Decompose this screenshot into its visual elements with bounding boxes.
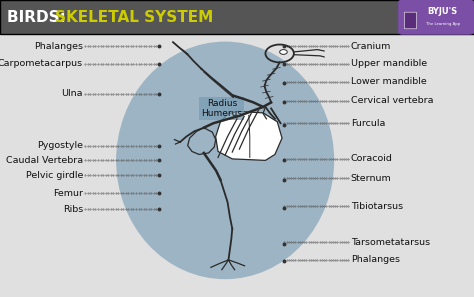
Text: Radius
Humerus: Radius Humerus — [201, 99, 242, 118]
Text: Ulna: Ulna — [62, 89, 83, 98]
Text: The Learning App: The Learning App — [426, 22, 460, 26]
Text: Phalanges: Phalanges — [34, 42, 83, 50]
Text: Caudal Vertebra: Caudal Vertebra — [6, 156, 83, 165]
Text: Femur: Femur — [53, 189, 83, 198]
Text: SKELETAL SYSTEM: SKELETAL SYSTEM — [55, 10, 213, 25]
Text: Cervical vertebra: Cervical vertebra — [351, 97, 433, 105]
Text: Carpometacarpus: Carpometacarpus — [0, 59, 83, 68]
Text: Tarsometatarsus: Tarsometatarsus — [351, 238, 430, 247]
Text: Sternum: Sternum — [351, 174, 392, 183]
FancyBboxPatch shape — [0, 0, 474, 34]
Text: Pelvic girdle: Pelvic girdle — [26, 171, 83, 180]
Text: Coracoid: Coracoid — [351, 154, 392, 163]
Text: Pygostyle: Pygostyle — [37, 141, 83, 150]
Text: BIRDS:: BIRDS: — [7, 10, 71, 25]
Text: Phalanges: Phalanges — [351, 255, 400, 264]
Text: Furcula: Furcula — [351, 119, 385, 128]
Text: BYJU'S: BYJU'S — [428, 7, 458, 16]
Text: Cranium: Cranium — [351, 42, 391, 50]
Circle shape — [280, 50, 287, 54]
Polygon shape — [216, 111, 282, 160]
FancyBboxPatch shape — [404, 12, 417, 29]
Text: Upper mandible: Upper mandible — [351, 59, 427, 68]
Ellipse shape — [116, 42, 334, 279]
FancyBboxPatch shape — [398, 0, 474, 35]
Text: Ribs: Ribs — [63, 205, 83, 214]
Text: Tibiotarsus: Tibiotarsus — [351, 202, 403, 211]
Text: Lower mandible: Lower mandible — [351, 77, 427, 86]
